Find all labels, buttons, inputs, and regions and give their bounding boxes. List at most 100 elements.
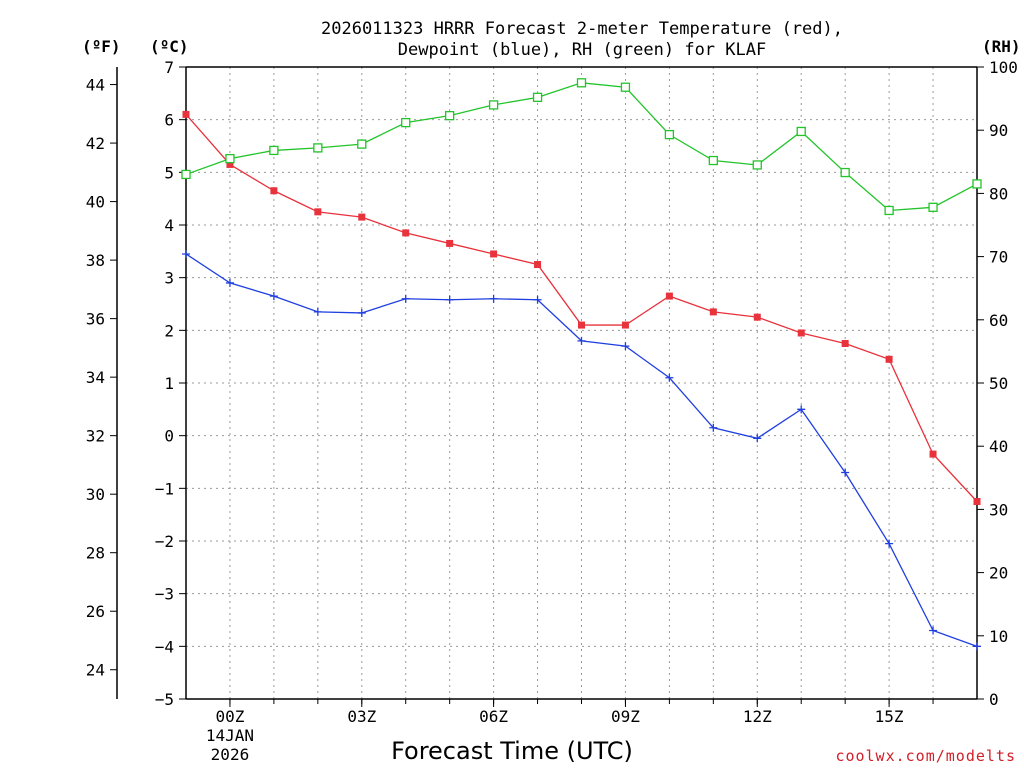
rh-point [576, 78, 587, 88]
dewpoint-point [445, 295, 454, 304]
date-label: 14JAN [206, 726, 254, 745]
chart-title-line-2: Dewpoint (blue), RH (green) for KLAF [398, 40, 766, 60]
rh-tick-label: 60 [989, 311, 1008, 330]
celsius-tick-label: −1 [155, 479, 174, 498]
temperature-point [885, 355, 893, 363]
rh-unit-label: (RH) [982, 37, 1021, 56]
rh-point [225, 153, 235, 164]
fahrenheit-tick-label: 32 [86, 427, 105, 446]
time-tick-label: 09Z [611, 707, 640, 726]
rh-point [401, 117, 411, 128]
dewpoint-point [929, 626, 938, 635]
rh-tick-label: 30 [989, 500, 1008, 519]
dewpoint-line [185, 253, 978, 647]
dewpoint-point [577, 336, 586, 345]
rh-point [532, 92, 543, 102]
fahrenheit-tick-label: 28 [86, 544, 105, 563]
dewpoint-point [841, 468, 850, 477]
fahrenheit-tick-label: 30 [86, 485, 105, 504]
dewpoint-point [489, 294, 498, 303]
dewpoint-point [182, 249, 190, 258]
rh-point [708, 155, 718, 166]
dewpoint-point [357, 308, 366, 317]
rh-tick-label: 70 [989, 248, 1008, 267]
chart-title-line-1: 2026011323 HRRR Forecast 2-meter Tempera… [321, 19, 843, 39]
celsius-tick-label: −3 [155, 585, 174, 604]
dewpoint-point [709, 423, 718, 432]
dewpoint-point [797, 405, 806, 414]
celsius-tick-label: 2 [164, 321, 174, 340]
fahrenheit-tick-label: 44 [86, 76, 105, 95]
rh-point [313, 143, 323, 153]
rh-tick-label: 100 [989, 58, 1018, 77]
rh-tick-label: 10 [989, 627, 1008, 646]
dewpoint-point [665, 373, 674, 382]
dewpoint-series [182, 249, 981, 651]
temperature-point [402, 229, 410, 237]
temperature-series [182, 110, 981, 505]
temperature-point [753, 313, 761, 321]
temperature-point [490, 250, 498, 258]
dewpoint-point [973, 642, 981, 651]
celsius-tick-label: 7 [164, 58, 174, 77]
rh-point [269, 145, 279, 156]
rh-point [972, 179, 982, 189]
rh-point [840, 167, 850, 178]
fahrenheit-tick-label: 40 [86, 193, 105, 212]
celsius-unit-label: (ºC) [150, 37, 189, 56]
celsius-tick-label: 6 [164, 111, 174, 130]
time-tick-label: 12Z [743, 707, 772, 726]
temperature-point [841, 340, 849, 347]
rh-point [620, 82, 631, 92]
celsius-axis: −5 −4 −3 −2 −1 0 1 2 3 4 5 6 7 [155, 58, 186, 709]
rh-tick-label: 90 [989, 121, 1008, 140]
dewpoint-point [885, 539, 894, 548]
dewpoint-point [401, 294, 410, 303]
time-tick-label: 03Z [347, 707, 376, 726]
rh-point [445, 111, 455, 121]
temperature-point [929, 450, 937, 458]
temperature-point [578, 321, 585, 329]
celsius-tick-label: −5 [155, 690, 174, 709]
rh-series [181, 78, 982, 216]
rh-point [928, 202, 938, 212]
fahrenheit-tick-label: 26 [86, 602, 105, 621]
dewpoint-point [533, 295, 542, 304]
temperature-point [973, 498, 981, 505]
rh-point [796, 126, 806, 137]
dewpoint-point [225, 278, 234, 287]
rh-tick-label: 0 [989, 690, 999, 709]
rh-tick-label: 50 [989, 374, 1008, 393]
fahrenheit-tick-label: 42 [86, 134, 105, 153]
fahrenheit-unit-label: (ºF) [82, 37, 121, 56]
temperature-point [314, 208, 322, 216]
temperature-point [182, 110, 190, 118]
rh-point [664, 129, 675, 140]
fahrenheit-tick-label: 24 [86, 661, 105, 680]
x-axis-label: Forecast Time (UTC) [391, 737, 633, 765]
time-tick-label: 00Z [215, 707, 244, 726]
time-tick-label: 15Z [875, 707, 904, 726]
temperature-point [358, 213, 366, 221]
rh-point [488, 100, 499, 110]
temperature-point [709, 308, 717, 316]
fahrenheit-tick-label: 36 [86, 310, 105, 329]
rh-point [357, 139, 367, 149]
rh-tick-label: 80 [989, 184, 1008, 203]
rh-axis: 0 10 20 30 40 50 60 70 80 90 100 [977, 58, 1018, 709]
dewpoint-point [621, 342, 630, 351]
celsius-tick-label: 5 [164, 163, 174, 182]
temperature-point [446, 239, 454, 247]
rh-point [752, 160, 762, 170]
rh-point [884, 205, 894, 216]
dewpoint-point [313, 307, 322, 316]
fahrenheit-axis: 24 26 28 30 32 34 36 38 40 42 44 [86, 67, 118, 699]
year-label: 2026 [211, 745, 250, 764]
celsius-tick-label: 1 [164, 374, 174, 393]
source-credit: coolwx.com/modelts [835, 747, 1016, 765]
temperature-point [665, 292, 673, 300]
celsius-tick-label: 0 [164, 427, 174, 446]
rh-tick-label: 40 [989, 437, 1008, 456]
fahrenheit-tick-label: 34 [86, 368, 105, 387]
